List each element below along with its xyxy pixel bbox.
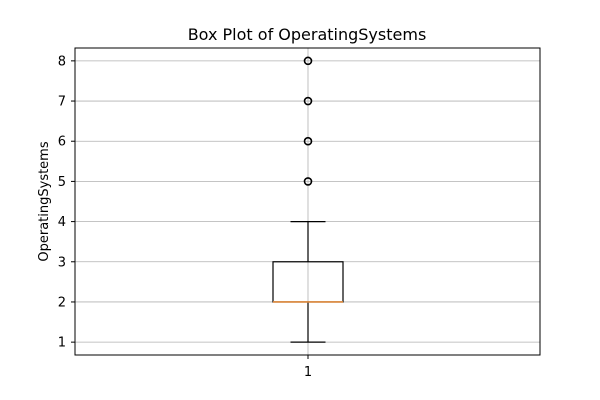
chart-title: Box Plot of OperatingSystems [188,25,427,44]
y-tick-label: 8 [58,54,66,69]
y-tick-label: 2 [58,295,66,310]
y-axis: 1 2 3 4 5 6 7 8 [58,54,75,351]
box-layer [272,56,344,343]
y-tick-label: 7 [58,95,66,110]
y-tick-label: 1 [58,336,66,351]
outlier-point [303,136,313,146]
grid-layer [75,48,540,355]
y-tick-label: 6 [58,135,66,150]
plot-frame [74,47,541,356]
x-tick-label: 1 [304,365,312,380]
outlier-point [303,56,313,66]
y-axis-label: OperatingSystems [37,141,52,261]
y-tick-label: 4 [58,215,66,230]
y-tick-label: 5 [58,175,66,190]
x-axis: 1 [304,355,312,380]
y-tick-label: 3 [58,255,66,270]
outlier-point [303,96,313,106]
outlier-point [303,177,313,186]
